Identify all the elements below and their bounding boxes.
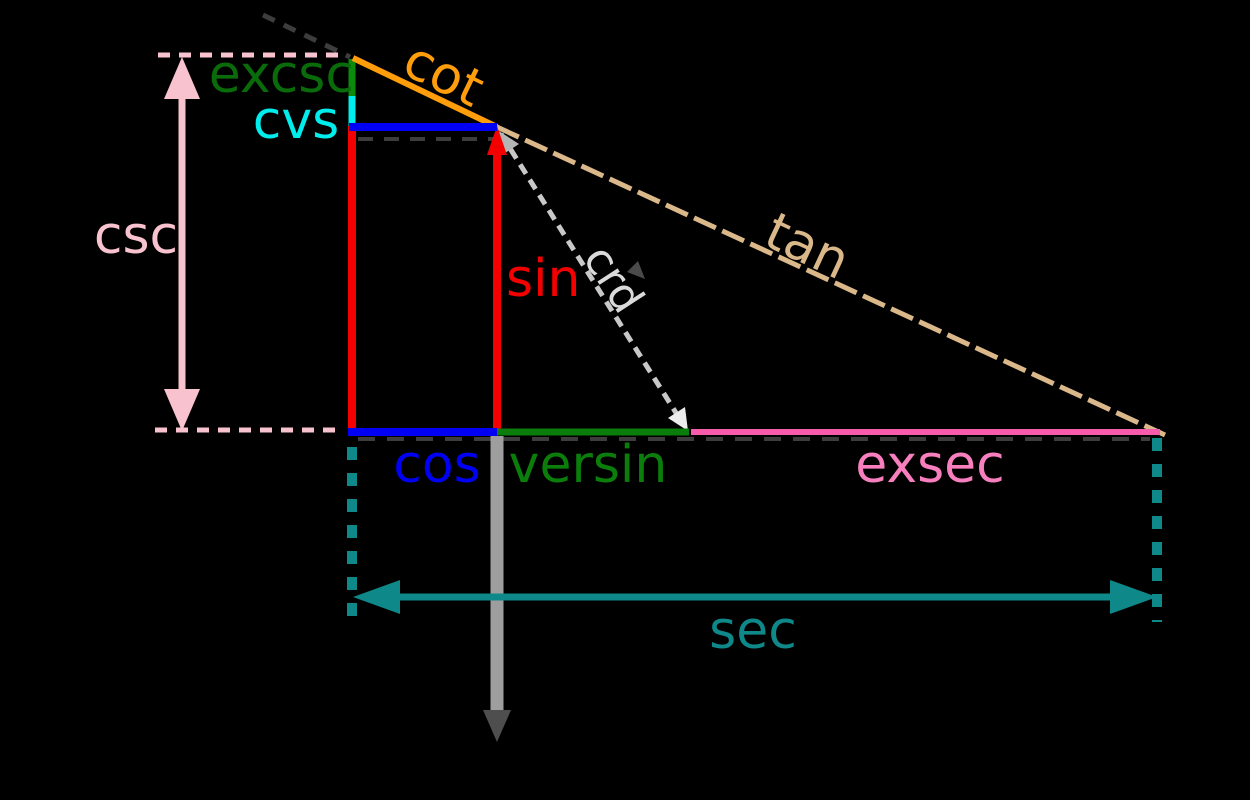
csc-label: csc <box>94 206 178 266</box>
cot-line <box>351 55 499 130</box>
sec-arrowhead-left <box>353 580 400 614</box>
crd-label: crd <box>573 236 654 322</box>
tan-line <box>495 124 1167 438</box>
sec-arrowhead-right <box>1110 580 1157 614</box>
sin-arrowhead <box>487 126 507 155</box>
csc-arrowhead-bottom <box>164 389 200 431</box>
chord-arrowhead-bottom <box>668 407 688 431</box>
cos-label: cos <box>393 435 481 495</box>
sec-label: sec <box>709 601 797 661</box>
cot-label: cot <box>394 30 493 119</box>
csc-arrowhead-top <box>164 57 200 99</box>
tangent-dashed-extension <box>261 12 352 60</box>
cvs-label: cvs <box>253 91 339 151</box>
versin-label: versin <box>509 435 668 495</box>
excsc-label: excsc <box>209 45 354 105</box>
angle-arc-arrowhead <box>627 261 645 279</box>
exsec-label: exsec <box>855 435 1005 495</box>
vertical-axis-arrowhead <box>483 710 511 742</box>
sin-label: sin <box>506 249 581 309</box>
chord-line <box>498 132 686 426</box>
tan-label: tan <box>756 201 859 291</box>
